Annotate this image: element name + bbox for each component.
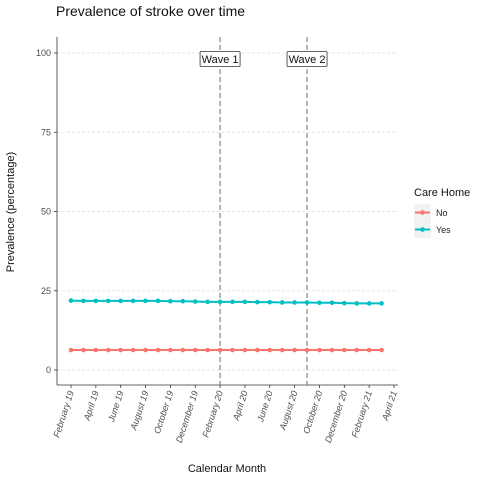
data-point-yes	[130, 298, 136, 304]
x-tick-label: December 20	[323, 390, 349, 444]
data-point-no	[81, 347, 86, 353]
wave-label: Wave 2	[289, 54, 326, 66]
data-point-no	[118, 347, 123, 353]
data-point-yes	[105, 298, 111, 304]
data-point-no	[143, 347, 148, 353]
data-point-no	[366, 347, 372, 353]
wave-lines	[219, 37, 308, 385]
y-tick-label: 25	[41, 286, 51, 296]
data-point-yes	[242, 299, 248, 305]
data-point-yes	[180, 298, 186, 304]
data-point-no	[230, 347, 235, 353]
wave-label-box	[199, 51, 241, 67]
data-point-yes	[205, 299, 210, 305]
data-point-yes	[143, 298, 148, 304]
data-point-yes	[192, 299, 198, 304]
x-tick-label: April 21	[380, 390, 399, 423]
x-tick-label: June 20	[255, 390, 275, 425]
data-point-no	[292, 347, 297, 353]
data-point-yes	[292, 300, 297, 305]
wave-label: Wave 1	[202, 54, 239, 66]
y-tick-label: 100	[36, 48, 51, 58]
x-tick-label: February 20	[200, 390, 225, 439]
legend-label-no: No	[436, 208, 448, 218]
x-axis-title: Calendar Month	[188, 463, 266, 475]
data-point-no	[317, 347, 322, 353]
data-point-no	[105, 347, 111, 353]
data-point-no	[180, 347, 186, 353]
data-point-no	[242, 347, 248, 353]
grid-layer	[57, 52, 398, 371]
data-point-no	[329, 347, 335, 353]
legend-key-point	[420, 227, 425, 232]
y-tick-label: 0	[46, 365, 51, 375]
data-point-no	[192, 347, 198, 353]
x-tick-label: June 19	[106, 390, 126, 425]
series-line-yes	[70, 299, 382, 305]
data-point-yes	[81, 298, 86, 304]
data-point-no	[93, 347, 99, 353]
data-point-yes	[354, 301, 360, 306]
data-point-yes	[304, 300, 310, 305]
legend: Care Home No Yes	[414, 187, 470, 238]
wave-label-box	[286, 51, 328, 67]
data-point-yes	[279, 300, 285, 305]
data-point-no	[267, 347, 273, 353]
x-tick-label: October 20	[301, 390, 324, 435]
x-tick-label: December 19	[174, 390, 200, 444]
x-tick-label: August 20	[277, 390, 299, 433]
legend-key-point	[420, 210, 425, 215]
legend-title: Care Home	[414, 187, 470, 199]
x-tick-label: April 19	[81, 390, 100, 423]
data-point-no	[205, 347, 210, 353]
data-point-yes	[155, 298, 161, 304]
data-point-yes	[230, 299, 235, 305]
data-point-yes	[366, 301, 372, 306]
data-point-no	[68, 347, 74, 353]
data-point-yes	[329, 300, 335, 306]
data-point-no	[304, 347, 310, 353]
x-tick-label: October 19	[152, 390, 175, 435]
data-point-no	[379, 347, 384, 353]
x-tick-label: April 20	[231, 390, 250, 423]
data-point-yes	[379, 301, 384, 306]
legend-label-yes: Yes	[436, 225, 451, 235]
series-layer	[68, 298, 384, 353]
chart-title: Prevalence of stroke over time	[56, 3, 246, 19]
data-point-yes	[342, 300, 347, 306]
y-tick-label: 50	[41, 207, 51, 217]
y-axis-title: Prevalence (percentage)	[5, 152, 17, 272]
data-point-no	[279, 347, 285, 353]
x-tick-label: August 19	[128, 390, 150, 433]
data-point-no	[342, 347, 347, 353]
data-point-yes	[68, 298, 74, 303]
data-point-yes	[255, 299, 260, 305]
wave-annotations: Wave 1 Wave 2	[199, 51, 328, 67]
data-point-no	[130, 347, 136, 353]
data-point-yes	[118, 298, 123, 304]
data-point-no	[255, 347, 260, 353]
y-tick-label: 75	[41, 127, 51, 137]
data-point-no	[155, 347, 161, 353]
data-point-yes	[267, 299, 273, 305]
data-point-yes	[317, 300, 322, 306]
data-point-no	[168, 347, 173, 353]
data-point-yes	[168, 298, 173, 304]
x-tick-label: February 19	[51, 390, 76, 439]
data-point-yes	[93, 298, 99, 304]
data-point-no	[217, 347, 223, 353]
x-tick-label: February 21	[350, 390, 375, 439]
data-point-yes	[217, 299, 223, 305]
data-point-no	[354, 347, 360, 353]
